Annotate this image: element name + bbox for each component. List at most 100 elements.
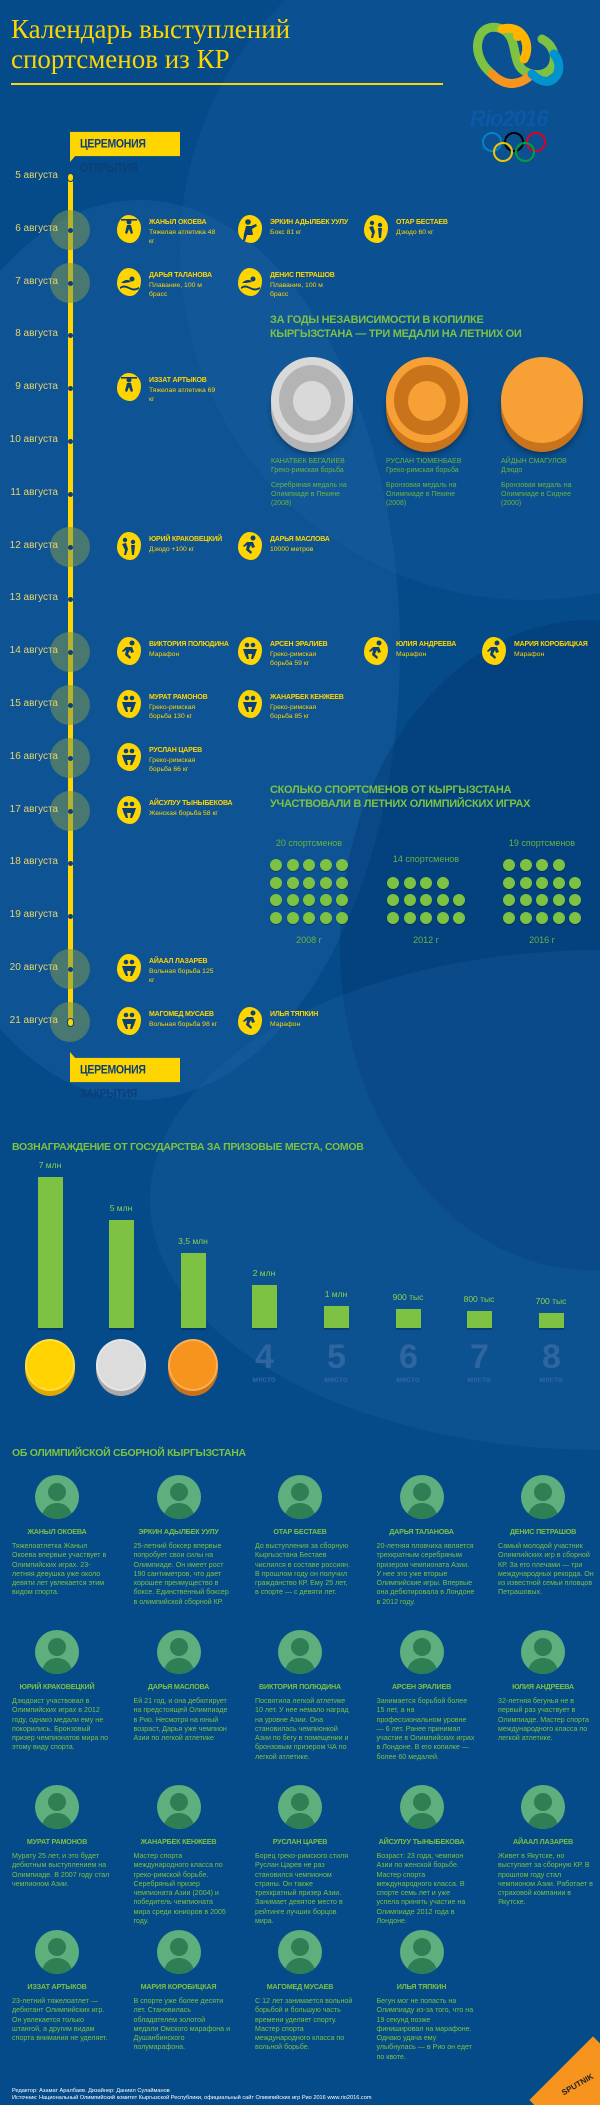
athlete-dot — [453, 911, 466, 924]
athlete-bio-name: РУСЛАН ЦАРЕВ — [272, 1837, 328, 1846]
athlete-name: ЭРКИН АДЫЛБЕК УУЛУ — [270, 218, 349, 226]
athlete-dot — [319, 894, 332, 906]
athlete-dot — [387, 876, 399, 889]
athlete-dot — [336, 911, 349, 924]
place-number: 4 — [255, 1338, 274, 1376]
athlete-dot — [403, 876, 416, 889]
athlete-bio-name: ЭРКИН АДЫЛБЕК УУЛУ — [138, 1527, 219, 1536]
athlete-dot — [519, 911, 532, 924]
athlete-dot — [303, 859, 316, 871]
athlete-name: ИЗЗАТ АРТЫКОВ — [149, 377, 207, 385]
timeline-date: 7 августа — [15, 275, 58, 287]
athlete-bio: 32-летняя бегунья не в первый раз участв… — [498, 1697, 589, 1743]
athlete-name: АЙСУЛУУ ТЫНЫБЕКОВА — [149, 799, 233, 807]
timeline-dot — [68, 439, 73, 444]
athlete-event: Греко-римская борьба 85 кг — [270, 704, 317, 720]
athlete-bio-name: ЮРИЙ КРАКОВЕЦКИЙ — [19, 1682, 95, 1691]
person-icon — [405, 1638, 438, 1674]
bar-value-label: 1 млн — [324, 1289, 348, 1300]
athlete-event: Тяжелая атлетика 48 кг — [149, 228, 216, 245]
athlete-photo — [156, 1475, 201, 1519]
timeline-dot — [68, 650, 73, 656]
timeline-dot — [68, 861, 73, 867]
games-year: 2016 г — [529, 935, 555, 945]
wrestling-icon — [238, 690, 262, 718]
athlete-bio: Мастер спорта международного класса по г… — [133, 1852, 226, 1926]
athlete-event: Греко-римская борьба 66 кг — [149, 756, 196, 773]
boxing-icon — [238, 214, 262, 243]
place-word: место — [396, 1375, 420, 1384]
prize-bar — [37, 1177, 63, 1328]
running-icon — [117, 637, 141, 666]
athlete-name: ДЕНИС ПЕТРАШОВ — [270, 271, 335, 279]
athlete-bio: 20-летняя пловчиха является трехкратным … — [376, 1542, 475, 1606]
athlete-dot — [519, 876, 532, 889]
timeline-dot — [68, 703, 73, 708]
wrestling-icon — [117, 742, 141, 771]
person-icon — [162, 1938, 195, 1974]
place-word: место — [467, 1375, 491, 1384]
athlete-name: ДАРЬЯ ТАЛАНОВА — [149, 271, 212, 279]
athlete-dot — [436, 911, 449, 924]
running-icon — [482, 637, 506, 666]
athlete-dot — [436, 876, 449, 889]
athlete-event: Марафон — [514, 651, 545, 659]
athlete-bio-name: ЖАНЫЛ ОКОЕВА — [27, 1527, 87, 1536]
athlete-bio: Живет в Якутске, но выступает за сборную… — [498, 1852, 593, 1907]
page-title: Календарь выступлений спортсменов из КР — [11, 14, 451, 74]
timeline-dot — [68, 755, 73, 761]
title-divider — [11, 83, 443, 85]
timeline-endpoint — [67, 173, 74, 182]
rio2016-logo: Rio2016 — [462, 14, 572, 164]
timeline-dot — [68, 386, 73, 392]
person-icon — [41, 1483, 73, 1519]
athlete-bio-name: ЖАНАРБЕК КЕНЖЕЕВ — [140, 1837, 217, 1846]
person-icon — [284, 1938, 316, 1974]
athlete-photo — [278, 1785, 322, 1829]
athlete-bio-name: МАРИЯ КОРОБИЦКАЯ — [140, 1982, 217, 1991]
timeline-date: 5 августа — [15, 170, 58, 181]
timeline-date: 19 августа — [9, 909, 58, 921]
athlete-event: Марафон — [396, 651, 427, 659]
timeline-date: 18 августа — [9, 856, 58, 868]
athlete-event: 10000 метров — [270, 545, 314, 553]
athlete-event: Марафон — [149, 651, 180, 659]
prize-bar — [538, 1312, 564, 1328]
timeline-date: 11 августа — [10, 486, 58, 498]
prize-bar — [180, 1252, 206, 1328]
athlete-bio-name: МУРАТ РАМОНОВ — [26, 1837, 88, 1846]
athlete-dot — [270, 876, 282, 889]
opening-ceremony-label: ЦЕРЕМОНИЯ ОТКРЫТИЯ — [70, 131, 180, 175]
bar-value-label: 800 тыс — [463, 1293, 495, 1304]
athlete-bio: 25-летний боксер впервые попробует свои … — [133, 1542, 229, 1606]
athlete-dot — [420, 911, 433, 924]
person-icon — [405, 1483, 438, 1519]
athlete-photo — [278, 1630, 322, 1674]
athlete-bio-name: ИЗЗАТ АРТЫКОВ — [27, 1982, 87, 1991]
bar-value-label: 7 млн — [38, 1160, 62, 1170]
running-icon — [238, 1006, 262, 1035]
athlete-event: Греко-римская борьба 130 кг — [149, 704, 196, 720]
place-number: 7 — [470, 1338, 489, 1376]
athlete-event: Дзюдо 60 кг — [396, 228, 434, 236]
medal-center — [408, 381, 446, 421]
athlete-bio: Тяжелоатлетка Жаныл Окоева впервые участ… — [12, 1542, 107, 1597]
athlete-name: ЖАНАРБЕК КЕНЖЕЕВ — [270, 694, 344, 701]
athlete-name: МАГОМЕД МУСАЕВ — [149, 1010, 214, 1018]
bar-value-label: 2 млн — [252, 1267, 276, 1278]
athlete-name: АРСЕН ЭРАЛИЕВ — [270, 641, 328, 649]
athlete-event: Дзюдо +100 кг — [149, 545, 195, 553]
athlete-dot — [519, 859, 532, 871]
timeline-dot — [68, 333, 73, 339]
place-word: место — [324, 1375, 348, 1384]
judo-icon — [364, 214, 388, 243]
athlete-dot — [536, 894, 549, 906]
athlete-bio: Посвятила легкой атлетике 10 лет. У нее … — [255, 1697, 349, 1761]
athlete-dot — [420, 894, 433, 906]
person-icon — [41, 1938, 73, 1974]
athlete-dot — [569, 911, 582, 924]
athlete-dot — [552, 876, 565, 889]
timeline-date: 17 августа — [9, 803, 58, 815]
label-tail — [70, 155, 76, 162]
athlete-dot — [552, 859, 565, 871]
